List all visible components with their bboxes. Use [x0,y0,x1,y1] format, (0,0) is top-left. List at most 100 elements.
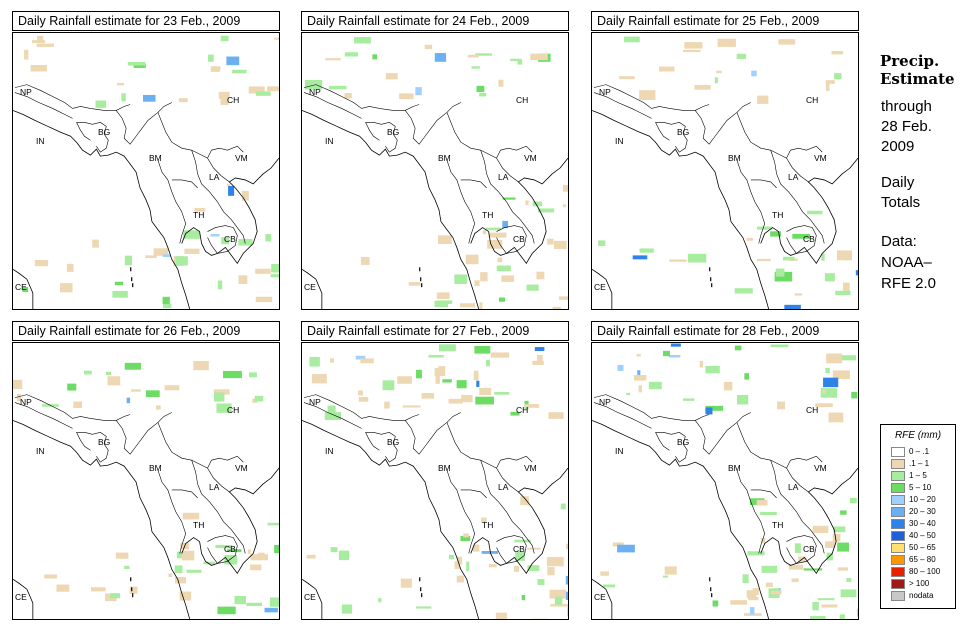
rain-cell [254,395,264,402]
country-border [303,84,420,111]
rain-cell [636,354,641,357]
rain-cell [562,204,567,208]
country-border [157,159,187,244]
rain-cell [687,253,707,263]
rain-cell [22,287,29,293]
rain-cell [44,574,58,579]
country-border [786,157,809,183]
country-label-ch: CH [227,95,240,105]
rainfall-field [600,343,858,619]
island [132,283,134,288]
rain-cell [384,401,390,409]
rain-cell [751,70,757,77]
rainfall-map-svg [592,36,858,309]
rain-cell [421,393,435,399]
rainfall-field [598,36,858,309]
rain-cell [481,550,499,554]
rain-cell [794,293,803,296]
island [421,593,423,598]
rain-cell [178,98,188,103]
country-border [526,537,535,554]
country-label-vm: VM [235,463,248,473]
rain-cell [24,49,29,60]
rain-cell [220,98,229,105]
rain-cell [600,571,609,576]
rain-cell [837,542,849,552]
country-label-bg: BG [98,127,111,137]
sidebar-data-line1: Data: [881,233,917,250]
rain-cell [490,352,510,358]
country-border [736,422,823,469]
rain-cell [683,398,695,401]
rain-cell [181,550,195,561]
country-border [14,84,131,111]
country-border [750,179,777,189]
country-border [76,432,91,451]
island [130,267,132,272]
country-label-la: LA [498,482,509,492]
rain-cell [517,59,523,65]
rain-cell [520,496,529,506]
country-border [593,84,710,111]
rain-cell [782,256,795,261]
country-border [496,157,519,183]
country-border [207,467,230,493]
rain-cell [526,547,541,550]
country-label-vm: VM [524,153,537,163]
rain-cell [498,297,506,302]
rain-cell [547,567,555,576]
rain-cell [117,83,125,86]
sidebar-date-line1: 28 Feb. [881,118,932,135]
rain-cell [183,230,201,239]
rain-cell [846,577,852,583]
legend-swatch [891,471,905,481]
rain-cell [372,54,378,60]
rainfall-field [306,344,568,619]
country-border [736,469,766,554]
legend-swatch [891,531,905,541]
country-border [496,225,527,254]
rain-cell [747,551,765,556]
rain-cell [821,253,825,261]
country-label-cb: CB [803,234,815,244]
rain-cell [271,264,279,273]
rain-cell [603,584,616,588]
country-border [736,159,766,244]
rain-cell [106,371,111,376]
island [709,577,711,582]
rain-cell [749,607,755,615]
rain-cell [778,39,796,45]
rain-cell [220,35,229,42]
legend-label: 80 – 100 [909,567,941,576]
rain-cell [37,35,44,42]
rain-cell [145,390,160,398]
rain-cell [485,227,501,231]
rain-cell [437,300,453,304]
rain-cell [91,587,106,592]
country-label-ce: CE [594,592,606,602]
sidebar-date-line2: 2009 [881,138,915,155]
rain-cell [812,601,819,611]
rain-cell [746,237,754,241]
rain-cell [168,573,173,578]
rain-cell [683,49,701,53]
rain-cell [494,391,510,395]
rain-cell [752,588,759,595]
rain-cell [194,207,206,212]
country-label-th: TH [772,210,784,220]
rain-cell [110,593,121,599]
rain-cell [176,551,184,559]
coastline [592,110,858,309]
country-border [460,179,487,189]
rain-cell [565,591,568,600]
rain-cell [213,389,230,395]
rain-cell [761,565,778,573]
rain-cell [232,69,247,74]
rain-cell [270,274,279,278]
rain-cell [770,344,789,348]
island [710,277,712,282]
country-border [593,394,710,421]
country-label-bg: BG [98,437,111,447]
rain-cell [456,556,463,565]
legend-label: 50 – 65 [909,543,936,552]
